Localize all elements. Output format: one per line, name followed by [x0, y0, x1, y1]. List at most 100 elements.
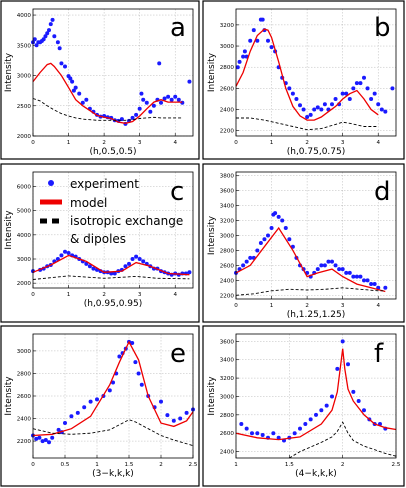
experiment-point	[333, 263, 338, 268]
experiment-point	[258, 240, 263, 245]
experiment-point	[173, 94, 178, 99]
experiment-point	[356, 399, 361, 404]
experiment-point	[346, 362, 350, 367]
x-axis-label: (4−k,k,k)	[295, 469, 337, 479]
experiment-point	[322, 263, 327, 268]
legend-model-label: model	[70, 196, 107, 210]
experiment-point	[292, 431, 297, 436]
y-axis-label: Intensity	[4, 376, 14, 416]
experiment-point	[165, 413, 170, 418]
y-tick-label: 3000	[220, 394, 235, 400]
experiment-point	[63, 64, 67, 69]
chart-b: 0 1 2 3 4 2200 2400 2600 2800 3000 3200 (h,0.75,0.7…	[207, 8, 397, 157]
x-tick-label: 4	[173, 292, 177, 298]
panel-label-b: b	[374, 13, 391, 43]
experiment-point	[301, 107, 306, 112]
experiment-point	[239, 422, 244, 427]
experiment-point	[365, 86, 370, 91]
model-line	[235, 226, 386, 293]
y-tick-label: 2200	[220, 293, 235, 299]
y-tick-label: 3000	[17, 74, 32, 80]
experiment-point	[136, 371, 141, 376]
experiment-point	[148, 109, 153, 114]
experiment-point	[127, 261, 131, 266]
y-tick-label: 4000	[17, 13, 32, 19]
panel-c-frame	[0, 163, 200, 323]
x-axis-label: (3−k,k,k)	[92, 469, 134, 479]
experiment-point	[260, 433, 265, 438]
x-tick-label: 1.5	[125, 462, 134, 468]
experiment-point	[56, 427, 61, 432]
experiment-point	[130, 257, 135, 261]
plot-area	[235, 171, 397, 300]
y-tick-label: 2200	[17, 439, 32, 445]
experiment-point	[298, 103, 302, 108]
x-tick-label: 0	[234, 303, 238, 309]
experiment-point	[37, 435, 42, 440]
experiment-point	[137, 257, 142, 261]
experiment-point	[255, 431, 260, 436]
experiment-point	[34, 436, 39, 441]
y-tick-label: 3800	[220, 174, 235, 180]
y-tick-label: 2800	[220, 65, 235, 71]
experiment-point	[383, 285, 388, 290]
experiment-point	[235, 65, 240, 70]
experiment-point	[130, 115, 135, 120]
experiment-point	[159, 399, 163, 404]
experiment-point	[43, 437, 48, 442]
experiment-point	[187, 270, 192, 275]
experiment-point	[347, 270, 352, 275]
experiment-point	[269, 45, 274, 50]
experiment-point	[369, 282, 374, 287]
experiment-point	[290, 91, 295, 96]
experiment-point	[139, 382, 144, 387]
x-tick-label: 0	[234, 140, 238, 146]
experiment-point	[91, 266, 96, 271]
experiment-point	[294, 96, 299, 101]
plot-area	[235, 8, 397, 137]
experiment-point	[77, 91, 82, 96]
experiment-point	[130, 341, 135, 346]
experiment-point	[344, 91, 349, 96]
experiment-point	[266, 233, 270, 238]
experiment-point	[57, 46, 62, 51]
experiment-point	[315, 267, 320, 272]
experiment-point	[248, 38, 253, 43]
experiment-point	[337, 267, 342, 272]
x-tick-label: 2	[341, 462, 345, 468]
experiment-point	[280, 218, 285, 223]
experiment-point	[369, 96, 374, 101]
model-line	[235, 348, 397, 441]
exchange-dipoles-line	[32, 419, 194, 447]
experiment-point	[68, 76, 73, 81]
experiment-point	[358, 274, 363, 279]
experiment-point	[305, 114, 310, 119]
legend: experiment model isotropic exchange & di…	[40, 177, 183, 246]
plot-area	[32, 171, 194, 289]
experiment-point	[298, 426, 302, 431]
y-tick-label: 3000	[17, 349, 32, 355]
experiment-point	[351, 389, 356, 394]
experiment-point	[84, 97, 89, 102]
y-axis-label: Intensity	[207, 215, 217, 255]
y-tick-label: 5000	[17, 209, 32, 215]
experiment-point	[276, 435, 281, 440]
experiment-point	[335, 366, 340, 371]
experiment-point	[134, 112, 139, 117]
experiment-point	[354, 81, 359, 86]
experiment-point	[376, 102, 381, 107]
experiment-point	[362, 278, 366, 283]
legend-experiment-label: experiment	[70, 177, 139, 191]
experiment-point	[241, 263, 246, 268]
experiment-point	[250, 431, 254, 436]
experiment-point	[117, 354, 122, 359]
experiment-point	[133, 360, 138, 365]
experiment-point	[260, 17, 265, 22]
experiment-point	[251, 28, 256, 33]
experiment-point	[283, 226, 288, 231]
experiment-point	[372, 91, 377, 96]
panel-label-e: e	[170, 339, 186, 369]
experiment-point	[383, 109, 388, 114]
experiment-point	[66, 250, 71, 255]
experiment-point	[330, 394, 334, 399]
